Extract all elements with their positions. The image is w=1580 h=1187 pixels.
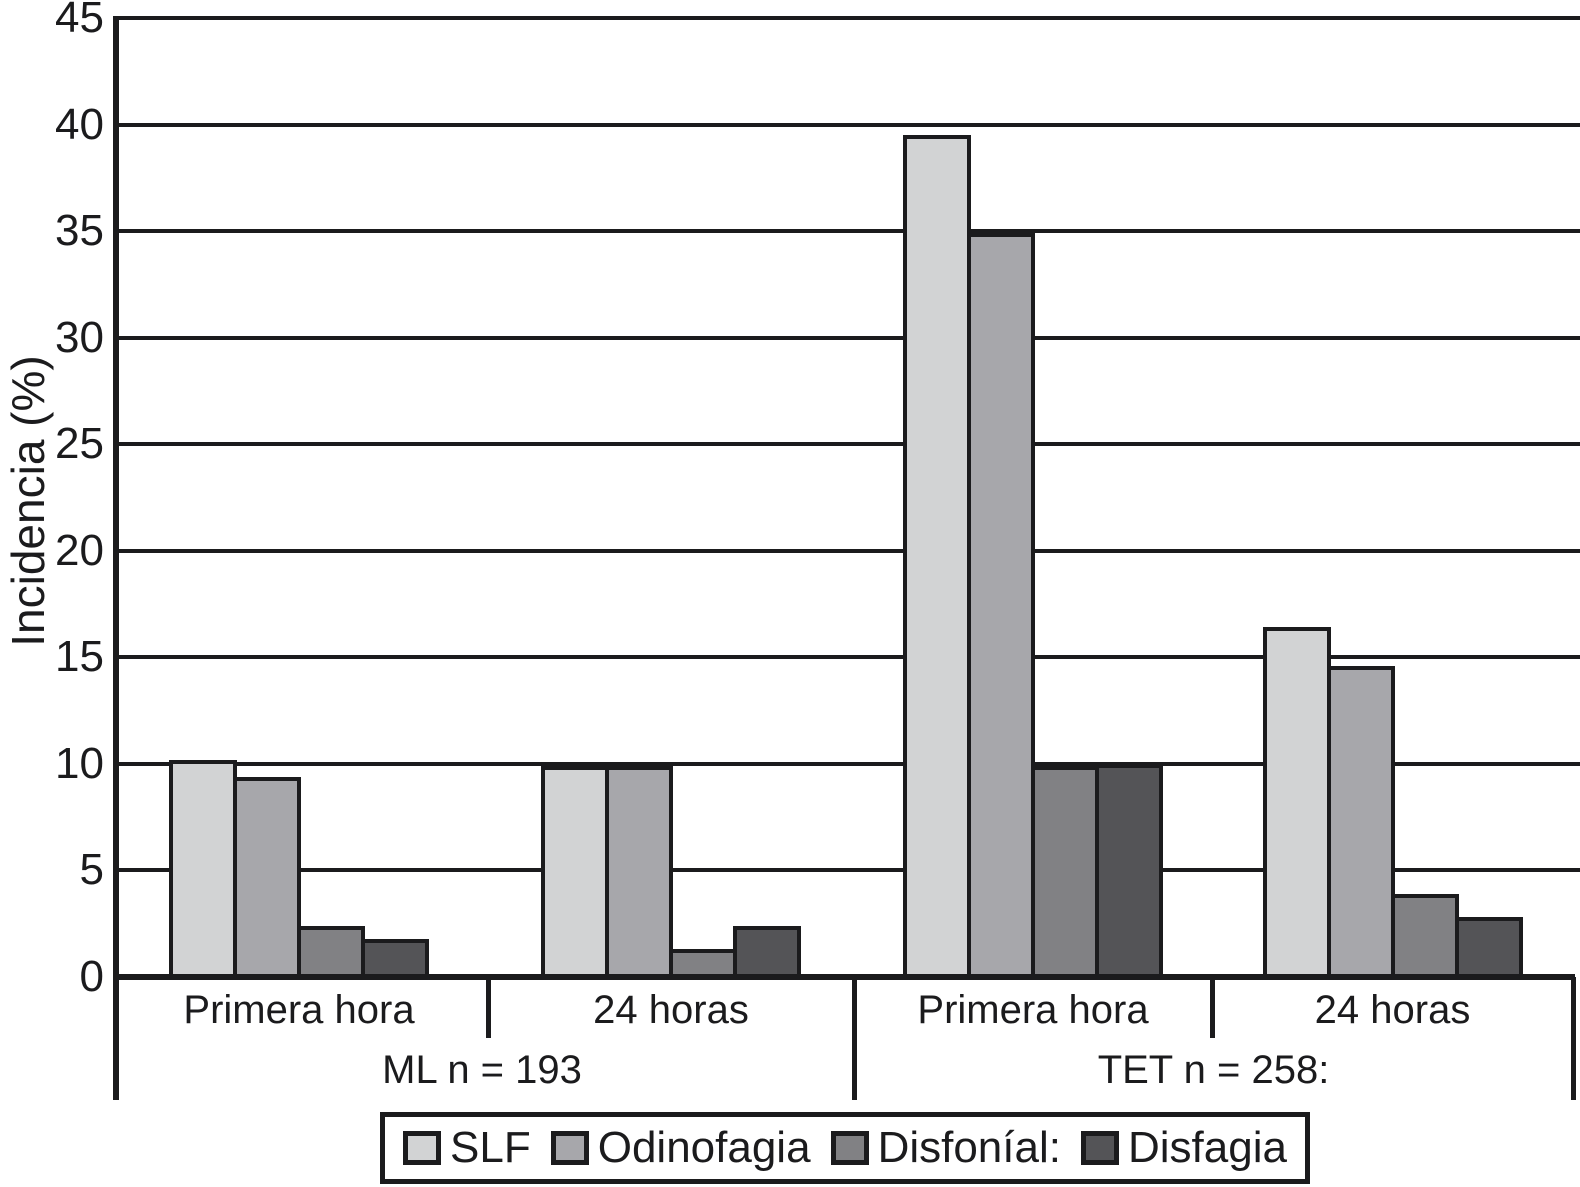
gridline-20 bbox=[113, 548, 1580, 553]
gridline-5 bbox=[113, 868, 1580, 873]
bar-Disfagia-Primera hora bbox=[361, 938, 429, 980]
subgroup-divider-tick bbox=[1210, 977, 1215, 1038]
category-label: 24 horas bbox=[1314, 988, 1471, 1032]
y-tick-label-40: 40 bbox=[55, 99, 104, 149]
category-label: 24 horas bbox=[593, 988, 749, 1032]
gridline-40 bbox=[113, 122, 1580, 127]
gridline-15 bbox=[113, 655, 1580, 660]
bar-Odinofagia-Primera hora bbox=[967, 233, 1035, 980]
y-tick-label-20: 20 bbox=[55, 525, 104, 575]
legend-label: Odinofagia bbox=[597, 1123, 811, 1172]
group-label: ML n = 193 bbox=[382, 1048, 582, 1092]
group-divider-tick bbox=[852, 977, 857, 1100]
legend-swatch-icon bbox=[1081, 1131, 1119, 1165]
y-tick-label-30: 30 bbox=[55, 312, 104, 362]
y-tick-label-10: 10 bbox=[55, 738, 104, 788]
y-axis-title: Incidencia (%) bbox=[2, 355, 54, 647]
legend-item-Disfoníal:: Disfoníal: bbox=[830, 1123, 1061, 1173]
category-label: Primera hora bbox=[183, 988, 415, 1032]
group-label: TET n = 258: bbox=[1097, 1048, 1330, 1092]
gridline-30 bbox=[113, 335, 1580, 340]
bar-Odinofagia-Primera hora bbox=[233, 776, 301, 980]
gridline-10 bbox=[113, 761, 1580, 766]
y-tick-label-45: 45 bbox=[55, 0, 104, 42]
legend-swatch-icon bbox=[550, 1131, 589, 1165]
bar-Disfoníal:-24 horas bbox=[1390, 893, 1459, 980]
subgroup-divider-tick bbox=[486, 977, 491, 1038]
gridline-25 bbox=[113, 442, 1580, 447]
bar-Disfagia-24 horas bbox=[733, 925, 801, 980]
legend-swatch-icon bbox=[403, 1131, 441, 1165]
group-divider-tick bbox=[1571, 977, 1576, 1100]
bar-Odinofagia-24 horas bbox=[1326, 665, 1395, 980]
y-tick-label-15: 15 bbox=[55, 632, 104, 682]
y-tick-label-5: 5 bbox=[79, 845, 104, 895]
bar-SLF-24 horas bbox=[1262, 627, 1331, 980]
legend-swatch-icon bbox=[830, 1131, 869, 1165]
y-tick-label-0: 0 bbox=[79, 952, 104, 1001]
bar-Disfagia-Primera hora bbox=[1095, 763, 1163, 980]
bar-SLF-Primera hora bbox=[903, 135, 971, 980]
gridline-35 bbox=[113, 229, 1580, 234]
legend-label: Disfagia bbox=[1128, 1123, 1287, 1172]
legend-label: SLF bbox=[450, 1123, 531, 1172]
legend: SLF Odinofagia Disfoníal: Disfagia bbox=[380, 1112, 1310, 1184]
x-axis-line bbox=[113, 974, 1575, 980]
legend-item-Odinofagia: Odinofagia bbox=[550, 1123, 811, 1173]
bar-Disfagia-24 horas bbox=[1454, 917, 1523, 980]
legend-item-Disfagia: Disfagia bbox=[1081, 1123, 1287, 1173]
bar-SLF-24 horas bbox=[541, 766, 609, 980]
gridline-45 bbox=[113, 16, 1580, 20]
bar-Disfoníal:-Primera hora bbox=[1031, 766, 1099, 980]
y-tick-label-25: 25 bbox=[55, 419, 104, 469]
y-tick-label-35: 35 bbox=[55, 206, 104, 256]
category-label: Primera hora bbox=[917, 988, 1149, 1032]
y-axis-line bbox=[113, 18, 119, 1100]
legend-item-SLF: SLF bbox=[403, 1123, 531, 1173]
bar-Odinofagia-24 horas bbox=[605, 766, 673, 980]
bar-Disfoníal:-Primera hora bbox=[297, 925, 365, 980]
bar-SLF-Primera hora bbox=[169, 759, 237, 980]
legend-label: Disfoníal: bbox=[877, 1123, 1061, 1172]
